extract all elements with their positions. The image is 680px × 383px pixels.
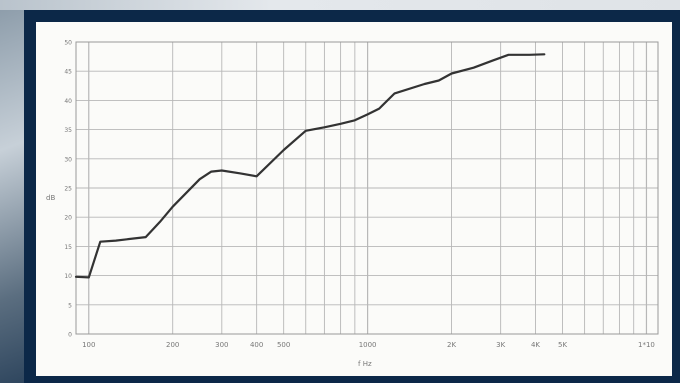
background-top-strip — [0, 0, 680, 10]
y-tick-label: 35 — [64, 127, 72, 134]
x-tick-label: 500 — [277, 341, 290, 349]
y-tick-label: 45 — [64, 69, 72, 76]
x-tick-label: 200 — [166, 341, 179, 349]
x-tick-label: 2K — [447, 341, 456, 349]
x-tick-label: 300 — [215, 341, 228, 349]
x-tick-label: 3K — [496, 341, 505, 349]
grid — [76, 41, 658, 335]
x-tick-label: 5K — [558, 341, 567, 349]
x-tick-label: 1*10 — [638, 341, 655, 349]
y-tick-label: 15 — [64, 244, 72, 251]
y-tick-label: 10 — [64, 273, 72, 280]
y-tick-label: 30 — [64, 156, 72, 163]
y-tick-label: 20 — [64, 215, 72, 222]
tick-labels: 0 5 10 15 20 25 30 35 40 45 50 100 200 300 400 500 1000 2… — [64, 40, 655, 350]
response-curve — [74, 53, 546, 279]
y-tick-label: 40 — [64, 98, 72, 105]
y-axis-label: dB — [46, 194, 55, 202]
y-tick-label: 25 — [64, 186, 72, 193]
frequency-response-chart: 0 5 10 15 20 25 30 35 40 45 50 100 200 300 400 500 1000 2… — [46, 40, 659, 368]
chart-sheet: 0 5 10 15 20 25 30 35 40 45 50 100 200 300 400 500 1000 2… — [36, 22, 672, 376]
x-tick-label: 4K — [531, 341, 540, 349]
series-layer — [74, 53, 546, 279]
y-tick-label: 5 — [68, 302, 72, 309]
x-axis-label: f Hz — [358, 360, 372, 368]
axes — [75, 41, 659, 335]
x-tick-label: 1000 — [359, 341, 377, 349]
y-tick-label: 50 — [64, 40, 72, 47]
plot-border — [75, 41, 659, 335]
x-tick-label: 400 — [250, 341, 263, 349]
y-tick-label: 0 — [68, 332, 72, 339]
x-tick-label: 100 — [82, 341, 95, 349]
